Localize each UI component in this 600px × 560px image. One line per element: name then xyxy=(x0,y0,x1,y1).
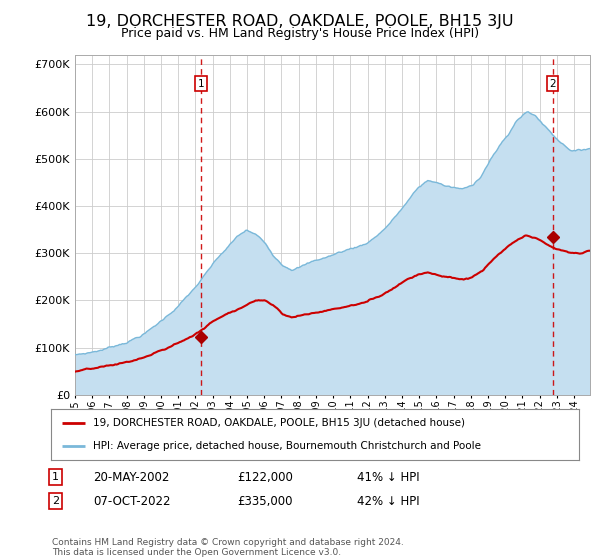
Text: 19, DORCHESTER ROAD, OAKDALE, POOLE, BH15 3JU (detached house): 19, DORCHESTER ROAD, OAKDALE, POOLE, BH1… xyxy=(93,418,465,428)
Text: 2: 2 xyxy=(52,496,59,506)
Text: 1: 1 xyxy=(198,79,205,89)
Text: 42% ↓ HPI: 42% ↓ HPI xyxy=(357,494,419,508)
Text: 41% ↓ HPI: 41% ↓ HPI xyxy=(357,470,419,484)
Text: Price paid vs. HM Land Registry's House Price Index (HPI): Price paid vs. HM Land Registry's House … xyxy=(121,27,479,40)
Text: £122,000: £122,000 xyxy=(237,470,293,484)
Text: 2: 2 xyxy=(549,79,556,89)
Text: 1: 1 xyxy=(52,472,59,482)
Text: 07-OCT-2022: 07-OCT-2022 xyxy=(93,494,170,508)
Text: 19, DORCHESTER ROAD, OAKDALE, POOLE, BH15 3JU: 19, DORCHESTER ROAD, OAKDALE, POOLE, BH1… xyxy=(86,14,514,29)
Text: Contains HM Land Registry data © Crown copyright and database right 2024.
This d: Contains HM Land Registry data © Crown c… xyxy=(52,538,404,557)
Text: £335,000: £335,000 xyxy=(237,494,293,508)
Text: 20-MAY-2002: 20-MAY-2002 xyxy=(93,470,169,484)
Text: HPI: Average price, detached house, Bournemouth Christchurch and Poole: HPI: Average price, detached house, Bour… xyxy=(93,441,481,451)
